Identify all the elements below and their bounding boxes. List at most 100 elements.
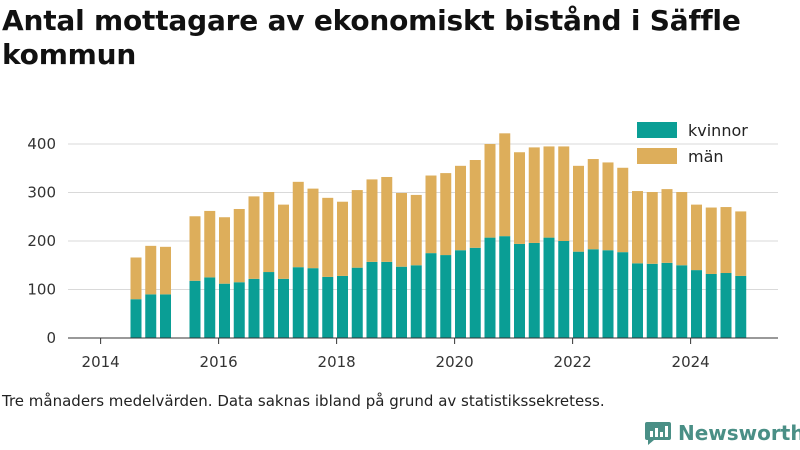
bar-man bbox=[676, 192, 688, 266]
bar-man bbox=[351, 190, 363, 268]
x-tick-label: 2018 bbox=[318, 353, 356, 371]
bar-kvinnor bbox=[676, 265, 688, 338]
x-tick-label: 2016 bbox=[200, 353, 238, 371]
bar-kvinnor bbox=[322, 276, 334, 338]
bar-kvinnor bbox=[528, 242, 540, 338]
bar-man bbox=[455, 165, 466, 251]
bar-kvinnor bbox=[455, 250, 466, 338]
bar-man bbox=[469, 160, 481, 248]
bar-kvinnor bbox=[661, 262, 673, 338]
bar-kvinnor bbox=[469, 247, 481, 338]
bar-man bbox=[543, 146, 555, 238]
bar-man bbox=[381, 176, 393, 262]
bar-kvinnor bbox=[691, 270, 702, 338]
bar-kvinnor bbox=[381, 261, 393, 338]
bar-kvinnor bbox=[248, 278, 260, 338]
bar-man bbox=[691, 204, 702, 271]
bar-man bbox=[632, 191, 643, 264]
bar-kvinnor bbox=[278, 278, 289, 338]
bar-man bbox=[366, 179, 378, 262]
bar-kvinnor bbox=[351, 267, 363, 338]
chart-title: Antal mottagare av ekonomiskt bistånd i … bbox=[2, 4, 741, 71]
bar-kvinnor bbox=[484, 237, 496, 338]
x-tick-label: 2022 bbox=[554, 353, 592, 371]
newsworthy-logo-icon bbox=[645, 422, 671, 445]
bar-man bbox=[145, 245, 157, 295]
x-tick-label: 2020 bbox=[436, 353, 474, 371]
bar-man bbox=[410, 194, 422, 266]
bar-man bbox=[292, 181, 304, 268]
bar-man bbox=[499, 133, 511, 237]
bar-kvinnor bbox=[499, 236, 511, 338]
bar-man bbox=[396, 192, 407, 267]
y-tick-label: 300 bbox=[27, 184, 56, 202]
bar-kvinnor bbox=[189, 280, 201, 338]
bar-kvinnor bbox=[573, 251, 584, 338]
bar-kvinnor bbox=[396, 266, 407, 338]
bar-man bbox=[337, 201, 348, 276]
bar-man bbox=[263, 192, 275, 273]
bar-kvinnor bbox=[587, 249, 599, 338]
bar-kvinnor bbox=[292, 267, 304, 338]
bar-man bbox=[160, 246, 171, 295]
bar-kvinnor bbox=[646, 263, 658, 338]
bar-man bbox=[233, 208, 245, 283]
bar-man bbox=[573, 165, 584, 252]
bar-kvinnor bbox=[617, 252, 629, 338]
bar-man bbox=[278, 204, 289, 279]
bar-kvinnor bbox=[602, 250, 614, 338]
axes: 0 100 200 300 400 2014 2016 2018 2020 2022 2024 bbox=[27, 135, 778, 371]
bar-man bbox=[602, 162, 614, 251]
legend-swatch-man bbox=[637, 148, 677, 164]
bar-kvinnor bbox=[543, 237, 555, 338]
bar-kvinnor bbox=[735, 275, 747, 338]
bar-man bbox=[248, 196, 260, 279]
grid-lines bbox=[68, 143, 778, 290]
bar-man bbox=[735, 211, 747, 276]
bar-man bbox=[322, 197, 334, 277]
legend-label-man: män bbox=[688, 147, 724, 166]
bar-kvinnor bbox=[558, 241, 570, 338]
bar-kvinnor bbox=[720, 273, 732, 338]
bar-man bbox=[558, 146, 570, 241]
bar-man bbox=[646, 192, 658, 264]
bar-man bbox=[484, 144, 496, 238]
bar-man bbox=[307, 188, 319, 269]
bar-kvinnor bbox=[632, 263, 643, 338]
bar-man bbox=[720, 207, 732, 274]
bar-kvinnor bbox=[440, 255, 452, 338]
stacked-bar-chart: 0 100 200 300 400 2014 2016 2018 2020 2022 2024 kv… bbox=[27, 121, 778, 371]
bars bbox=[130, 133, 747, 338]
bar-kvinnor bbox=[130, 299, 142, 338]
bar-kvinnor bbox=[514, 243, 525, 338]
footnote: Tre månaders medelvärden. Data saknas ib… bbox=[2, 392, 605, 410]
bar-man bbox=[440, 173, 452, 256]
bar-man bbox=[587, 159, 599, 250]
bar-man bbox=[514, 152, 525, 244]
bar-kvinnor bbox=[160, 294, 171, 338]
bar-kvinnor bbox=[307, 268, 319, 338]
y-tick-label: 200 bbox=[27, 232, 56, 250]
bar-man bbox=[204, 210, 216, 278]
legend-swatch-kvinnor bbox=[637, 122, 677, 138]
x-tick-label: 2014 bbox=[82, 353, 120, 371]
bar-man bbox=[661, 189, 673, 263]
bar-kvinnor bbox=[219, 283, 230, 338]
bar-kvinnor bbox=[425, 253, 437, 338]
bar-kvinnor bbox=[145, 294, 157, 338]
bar-man bbox=[617, 167, 629, 253]
bar-man bbox=[219, 217, 230, 284]
bar-kvinnor bbox=[705, 273, 717, 338]
bar-man bbox=[425, 175, 437, 254]
y-tick-label: 100 bbox=[27, 281, 56, 299]
legend: kvinnor män bbox=[637, 121, 748, 166]
bar-kvinnor bbox=[410, 265, 422, 338]
legend-label-kvinnor: kvinnor bbox=[688, 121, 748, 140]
bar-man bbox=[189, 216, 201, 281]
bar-kvinnor bbox=[204, 277, 216, 338]
y-tick-label: 0 bbox=[46, 329, 56, 347]
y-tick-label: 400 bbox=[27, 135, 56, 153]
bar-kvinnor bbox=[233, 282, 245, 338]
bar-kvinnor bbox=[263, 272, 275, 338]
bar-man bbox=[130, 257, 142, 300]
